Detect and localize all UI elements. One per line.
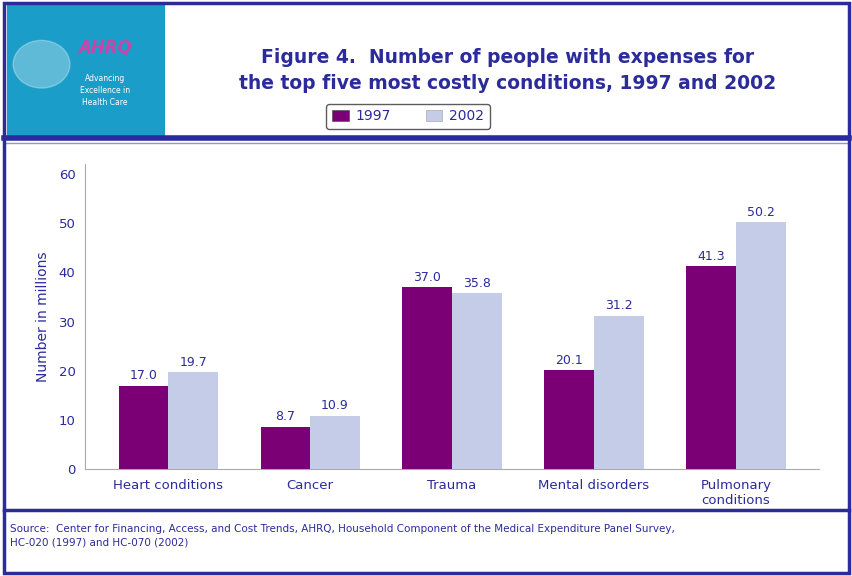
Text: 41.3: 41.3 (696, 249, 724, 263)
Text: 50.2: 50.2 (746, 206, 774, 219)
Text: 8.7: 8.7 (275, 410, 295, 423)
Y-axis label: Number in millions: Number in millions (37, 252, 50, 382)
Bar (402, 287, 452, 469)
Text: 19.7: 19.7 (179, 356, 207, 369)
Text: Figure 4.  Number of people with expenses for
the top five most costly condition: Figure 4. Number of people with expenses… (239, 48, 775, 93)
Text: Source:  Center for Financing, Access, and Cost Trends, AHRQ, Household Componen: Source: Center for Financing, Access, an… (10, 524, 674, 548)
Bar (118, 386, 168, 469)
Text: AHRQ: AHRQ (78, 38, 131, 56)
Bar (544, 370, 593, 469)
Text: 10.9: 10.9 (320, 399, 348, 412)
Text: 35.8: 35.8 (463, 276, 490, 290)
Bar (452, 293, 501, 469)
Bar (168, 373, 218, 469)
Bar (735, 222, 785, 469)
Legend: 1997, 2002: 1997, 2002 (326, 104, 489, 129)
Text: 31.2: 31.2 (604, 300, 632, 312)
Bar (685, 266, 735, 469)
Text: 20.1: 20.1 (555, 354, 583, 367)
Text: Advancing
Excellence in
Health Care: Advancing Excellence in Health Care (79, 74, 130, 107)
Circle shape (13, 40, 70, 88)
Bar (310, 416, 360, 469)
Text: 17.0: 17.0 (130, 369, 158, 382)
Bar (593, 316, 643, 469)
Bar (260, 427, 310, 469)
Text: 37.0: 37.0 (413, 271, 440, 284)
